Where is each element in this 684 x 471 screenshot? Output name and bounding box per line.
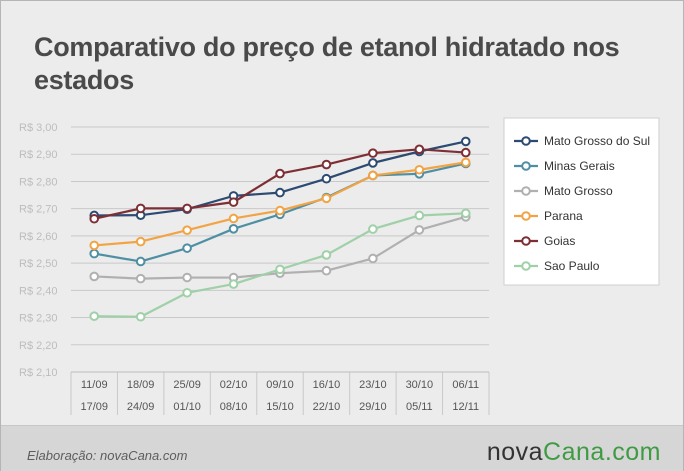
x-tick-label: 22/10 bbox=[313, 401, 341, 413]
y-tick-label: R$ 2,30 bbox=[19, 313, 58, 325]
x-tick-label: 23/10 bbox=[359, 379, 387, 391]
data-point bbox=[182, 225, 192, 235]
data-point bbox=[321, 193, 332, 204]
data-point bbox=[368, 158, 378, 168]
x-tick-label: 05/11 bbox=[406, 401, 433, 413]
series-line bbox=[94, 140, 467, 217]
x-tick-label: 25/09 bbox=[173, 379, 201, 391]
data-point bbox=[135, 236, 146, 247]
data-point bbox=[321, 159, 332, 170]
legend-label: Minas Gerais bbox=[544, 159, 615, 173]
data-point bbox=[275, 187, 285, 198]
y-tick-label: R$ 2,60 bbox=[19, 231, 58, 243]
legend-label: Goias bbox=[544, 234, 575, 248]
data-point bbox=[89, 213, 100, 224]
y-tick-label: R$ 2,40 bbox=[19, 285, 58, 297]
x-tick-label: 01/10 bbox=[173, 401, 201, 413]
data-point bbox=[135, 273, 146, 284]
x-tick-label: 18/09 bbox=[127, 379, 155, 391]
data-point bbox=[135, 256, 146, 267]
data-point bbox=[228, 197, 239, 207]
brand-logo[interactable]: novaCana.com bbox=[487, 438, 661, 467]
data-point bbox=[321, 173, 332, 184]
data-point bbox=[228, 224, 239, 234]
data-point bbox=[414, 164, 425, 175]
data-point bbox=[228, 213, 239, 224]
data-point bbox=[368, 170, 378, 181]
data-point bbox=[321, 265, 332, 276]
line-chart: R$ 3,00 R$ 2,90 R$ 2,80 R$ 2,70 R$ 2,60 R$ 2,… bbox=[19, 117, 660, 415]
data-point bbox=[182, 243, 192, 253]
data-point bbox=[460, 208, 471, 219]
y-tick-label: R$ 2,10 bbox=[19, 367, 58, 379]
data-point bbox=[135, 311, 146, 322]
footer-bar: Elaboração: novaCana.com novaCana.com bbox=[1, 425, 683, 471]
data-point bbox=[89, 311, 100, 321]
brand-part2: Cana.com bbox=[543, 438, 661, 466]
data-point bbox=[89, 240, 100, 251]
legend-label: Parana bbox=[544, 209, 583, 223]
data-point bbox=[89, 271, 100, 282]
x-tick-label: 08/10 bbox=[220, 401, 248, 413]
data-point bbox=[414, 225, 425, 235]
legend-label: Mato Grosso bbox=[544, 184, 613, 198]
legend-label: Mato Grosso do Sul bbox=[544, 134, 650, 148]
legend-marker bbox=[521, 236, 531, 246]
data-point bbox=[182, 203, 192, 214]
data-point bbox=[321, 250, 332, 260]
y-tick-label: R$ 2,20 bbox=[19, 340, 58, 352]
data-point bbox=[89, 248, 100, 259]
legend-marker bbox=[521, 211, 531, 221]
x-tick-label: 24/09 bbox=[127, 401, 155, 413]
chart-title: Comparativo do preço de etanol hidratado… bbox=[34, 32, 620, 95]
data-point bbox=[135, 203, 146, 214]
x-tick-label: 30/10 bbox=[406, 379, 434, 391]
x-tick-label: 17/09 bbox=[80, 401, 108, 413]
y-tick-label: R$ 2,70 bbox=[19, 204, 58, 216]
data-point bbox=[275, 168, 285, 179]
legend-box bbox=[503, 117, 660, 286]
data-point bbox=[368, 253, 378, 264]
data-point bbox=[368, 148, 378, 158]
data-point bbox=[182, 287, 192, 298]
data-point bbox=[414, 210, 425, 221]
legend-marker bbox=[521, 186, 531, 196]
legend-label: Sao Paulo bbox=[544, 259, 600, 273]
x-tick-label: 02/10 bbox=[220, 379, 248, 391]
data-point bbox=[368, 224, 378, 234]
data-point bbox=[460, 136, 471, 147]
data-point bbox=[460, 147, 471, 158]
y-tick-label: R$ 2,50 bbox=[19, 258, 58, 270]
x-tick-label: 06/11 bbox=[452, 379, 479, 391]
y-tick-label: R$ 3,00 bbox=[19, 122, 58, 134]
x-tick-label: 09/10 bbox=[266, 379, 294, 391]
x-tick-label: 11/09 bbox=[81, 379, 108, 391]
data-point bbox=[275, 264, 285, 275]
data-point bbox=[182, 272, 192, 283]
footer-note: Elaboração: novaCana.com bbox=[27, 448, 188, 463]
x-tick-label: 29/10 bbox=[359, 401, 387, 413]
legend-marker bbox=[521, 261, 531, 271]
y-tick-label: R$ 2,90 bbox=[19, 149, 58, 161]
data-point bbox=[414, 144, 425, 155]
x-tick-label: 15/10 bbox=[266, 401, 294, 413]
data-point bbox=[460, 157, 471, 168]
data-point bbox=[275, 205, 285, 216]
brand-part1: nova bbox=[486, 438, 544, 466]
y-tick-label: R$ 2,80 bbox=[19, 176, 58, 188]
x-tick-label: 16/10 bbox=[313, 379, 341, 391]
legend-marker bbox=[521, 161, 531, 171]
data-point bbox=[228, 279, 239, 289]
legend-marker bbox=[521, 136, 531, 146]
x-tick-label: 12/11 bbox=[452, 401, 479, 413]
